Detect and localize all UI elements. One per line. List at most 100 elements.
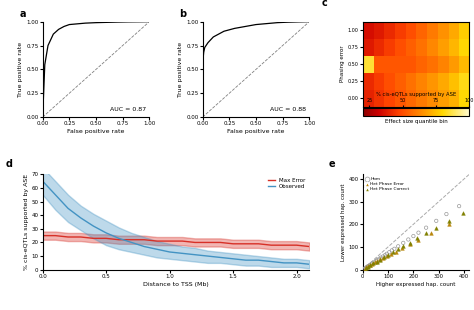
Het Phase Correct <box>373 259 380 264</box>
Max Error <box>243 242 249 246</box>
Hom <box>443 212 450 217</box>
Het Phase Error <box>361 266 368 271</box>
Observed <box>255 258 261 262</box>
X-axis label: Effect size quantile bin: Effect size quantile bin <box>384 118 447 124</box>
Hom <box>385 250 393 255</box>
Hom <box>456 204 463 209</box>
Hom <box>374 257 381 262</box>
Het Phase Error <box>383 254 391 259</box>
Max Error <box>268 243 274 247</box>
Y-axis label: % cis-eQTLs supported by ASE: % cis-eQTLs supported by ASE <box>24 174 29 270</box>
Observed <box>167 250 173 254</box>
Text: b: b <box>179 9 186 19</box>
Hom <box>367 262 374 267</box>
Line: Max Error: Max Error <box>43 236 309 246</box>
Het Phase Error <box>445 221 453 226</box>
Max Error <box>167 239 173 243</box>
Legend: Max Error, Observed: Max Error, Observed <box>267 177 307 190</box>
Hom <box>391 246 398 251</box>
Hom <box>422 225 430 230</box>
Text: d: d <box>5 159 12 169</box>
Het Phase Error <box>406 242 413 247</box>
Max Error <box>91 237 96 240</box>
Max Error <box>306 245 312 248</box>
Observed <box>91 224 96 228</box>
Observed <box>243 258 249 262</box>
Hom <box>364 264 371 269</box>
X-axis label: False positive rate: False positive rate <box>67 129 125 134</box>
Het Phase Error <box>366 263 374 268</box>
Max Error <box>141 238 147 241</box>
Het Phase Error <box>387 252 394 257</box>
Observed <box>281 261 287 265</box>
Het Phase Error <box>380 255 387 260</box>
X-axis label: Distance to TSS (Mb): Distance to TSS (Mb) <box>143 282 209 287</box>
Y-axis label: Phasing error: Phasing error <box>340 46 345 82</box>
Het Phase Correct <box>376 257 383 262</box>
Het Phase Correct <box>459 210 467 215</box>
Het Phase Correct <box>422 231 430 236</box>
Observed <box>78 216 83 220</box>
Het Phase Correct <box>389 250 396 255</box>
X-axis label: False positive rate: False positive rate <box>227 129 285 134</box>
Max Error <box>78 235 83 239</box>
Y-axis label: True positive rate: True positive rate <box>178 42 183 97</box>
Het Phase Correct <box>381 255 388 260</box>
Het Phase Error <box>376 257 384 262</box>
Het Phase Correct <box>406 240 413 245</box>
Hom <box>404 237 412 242</box>
Hom <box>394 244 402 249</box>
Max Error <box>230 242 236 246</box>
Max Error <box>53 234 58 237</box>
Hom <box>375 256 383 261</box>
Hom <box>365 264 372 268</box>
Text: a: a <box>19 9 26 19</box>
Het Phase Error <box>365 264 372 269</box>
Text: c: c <box>322 0 328 8</box>
Hom <box>372 259 380 263</box>
Het Phase Correct <box>400 244 407 249</box>
X-axis label: Higher expressed hap. count: Higher expressed hap. count <box>376 282 456 287</box>
Hom <box>381 253 389 258</box>
Het Phase Error <box>398 246 406 250</box>
Het Phase Error <box>368 262 376 267</box>
Observed <box>154 247 160 251</box>
Observed <box>128 241 134 244</box>
Text: e: e <box>328 159 335 169</box>
Observed <box>230 257 236 261</box>
Het Phase Correct <box>370 261 377 266</box>
Title: % cis-eQTLs supported by ASE: % cis-eQTLs supported by ASE <box>376 92 456 97</box>
Het Phase Correct <box>394 247 401 252</box>
Max Error <box>218 241 223 244</box>
Observed <box>192 253 198 257</box>
Het Phase Correct <box>366 263 374 268</box>
Het Phase Error <box>415 237 422 242</box>
Text: AUC = 0.88: AUC = 0.88 <box>270 107 306 112</box>
Het Phase Error <box>363 265 370 270</box>
Het Phase Error <box>371 260 379 265</box>
Het Phase Error <box>392 249 400 254</box>
Hom <box>370 260 378 265</box>
Observed <box>205 254 210 258</box>
Hom <box>415 230 422 235</box>
Max Error <box>40 234 46 237</box>
Observed <box>294 261 300 265</box>
Hom <box>432 218 440 223</box>
Het Phase Correct <box>364 264 372 269</box>
Max Error <box>103 237 109 240</box>
Observed <box>40 179 46 183</box>
Hom <box>410 234 417 239</box>
Hom <box>400 241 407 246</box>
Y-axis label: Lower expressed hap. count: Lower expressed hap. count <box>340 183 346 261</box>
Max Error <box>128 238 134 241</box>
Observed <box>65 206 71 210</box>
Max Error <box>65 235 71 239</box>
Observed <box>306 262 312 266</box>
Het Phase Correct <box>362 265 369 270</box>
Max Error <box>116 238 122 241</box>
Observed <box>116 237 122 240</box>
Hom <box>363 265 370 270</box>
Hom <box>361 266 369 271</box>
Hom <box>368 261 376 266</box>
Line: Observed: Observed <box>43 181 309 264</box>
